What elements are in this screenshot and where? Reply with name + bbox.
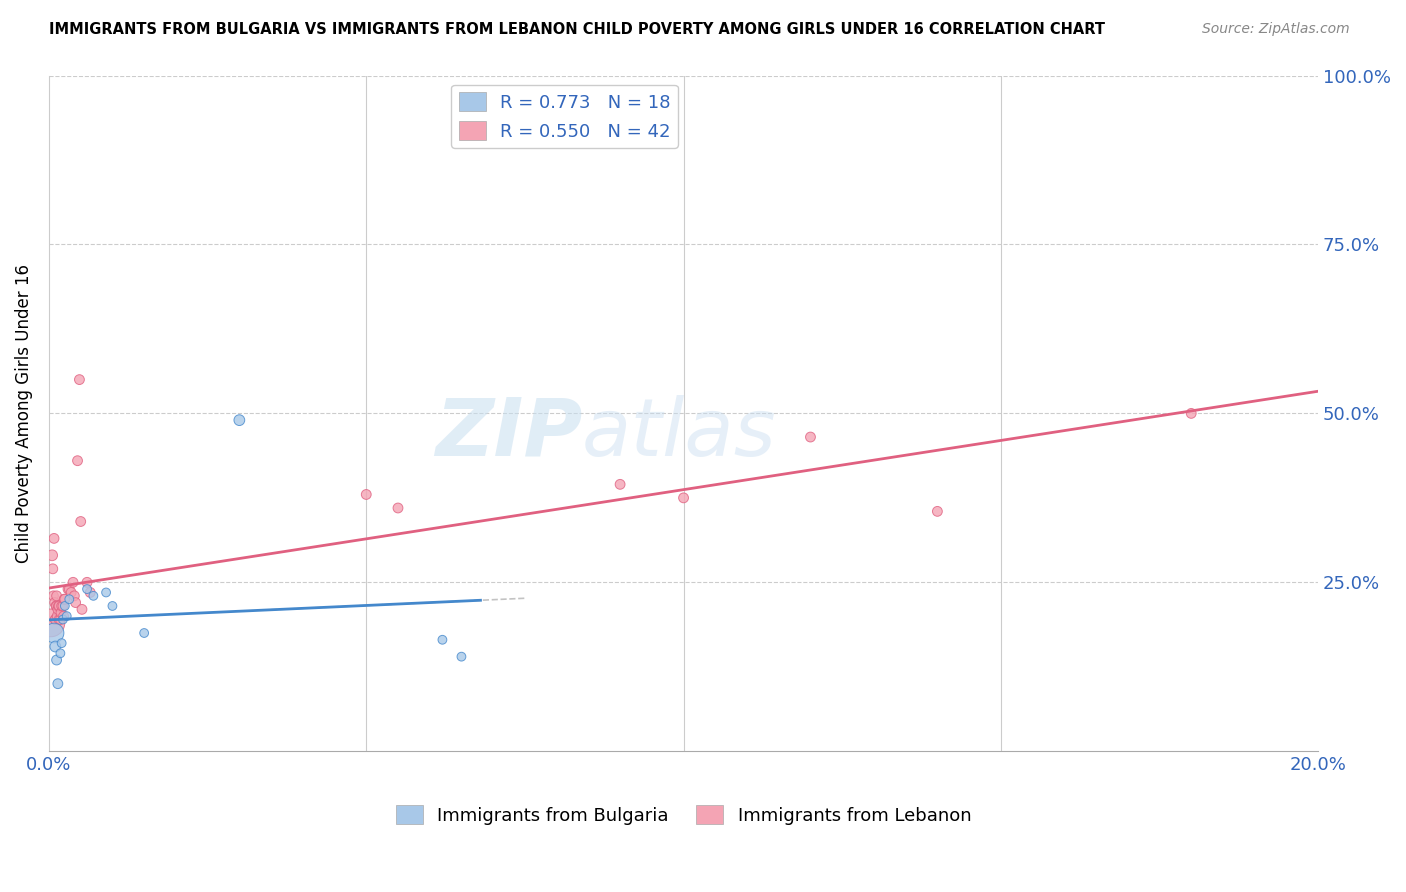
Point	[70, 602, 93, 616]
Point	[49, 646, 72, 660]
Point	[82, 589, 104, 603]
Point	[51, 599, 73, 613]
Point	[42, 532, 65, 546]
Point	[94, 585, 117, 599]
Text: IMMIGRANTS FROM BULGARIA VS IMMIGRANTS FROM LEBANON CHILD POVERTY AMONG GIRLS UN: IMMIGRANTS FROM BULGARIA VS IMMIGRANTS F…	[49, 22, 1105, 37]
Point	[41, 549, 63, 563]
Point	[45, 653, 67, 667]
Point	[62, 575, 84, 590]
Point	[46, 602, 69, 616]
Point	[53, 592, 76, 607]
Point	[58, 582, 80, 596]
Point	[52, 612, 75, 626]
Point	[45, 599, 67, 613]
Point	[76, 575, 98, 590]
Point	[79, 585, 101, 599]
Point	[46, 676, 69, 690]
Point	[53, 599, 76, 613]
Point	[52, 599, 75, 613]
Text: Source: ZipAtlas.com: Source: ZipAtlas.com	[1202, 22, 1350, 37]
Point	[56, 582, 79, 596]
Point	[927, 504, 949, 518]
Text: atlas: atlas	[582, 394, 776, 473]
Point	[1180, 406, 1202, 420]
Point	[76, 582, 98, 596]
Point	[45, 589, 67, 603]
Point	[46, 609, 69, 624]
Point	[356, 487, 378, 501]
Point	[387, 501, 409, 516]
Text: ZIP: ZIP	[434, 394, 582, 473]
Point	[60, 585, 83, 599]
Point	[609, 477, 631, 491]
Point	[48, 612, 70, 626]
Point	[48, 599, 70, 613]
Point	[228, 413, 250, 427]
Point	[42, 562, 65, 576]
Point	[101, 599, 124, 613]
Point	[672, 491, 695, 505]
Point	[69, 515, 91, 529]
Point	[48, 599, 70, 613]
Point	[65, 596, 87, 610]
Point	[44, 612, 66, 626]
Point	[49, 612, 72, 626]
Point	[44, 612, 66, 626]
Point	[66, 453, 89, 467]
Point	[450, 649, 472, 664]
Legend: Immigrants from Bulgaria, Immigrants from Lebanon: Immigrants from Bulgaria, Immigrants fro…	[388, 797, 979, 831]
Point	[799, 430, 821, 444]
Point	[42, 589, 65, 603]
Point	[39, 615, 62, 630]
Point	[432, 632, 454, 647]
Point	[63, 589, 86, 603]
Point	[49, 606, 72, 620]
Point	[58, 592, 80, 607]
Y-axis label: Child Poverty Among Girls Under 16: Child Poverty Among Girls Under 16	[15, 264, 32, 563]
Point	[67, 373, 90, 387]
Point	[52, 609, 75, 624]
Point	[42, 626, 65, 640]
Point	[45, 599, 67, 613]
Point	[134, 626, 156, 640]
Point	[53, 592, 76, 607]
Point	[44, 640, 66, 654]
Point	[51, 636, 73, 650]
Point	[55, 609, 77, 624]
Point	[44, 596, 66, 610]
